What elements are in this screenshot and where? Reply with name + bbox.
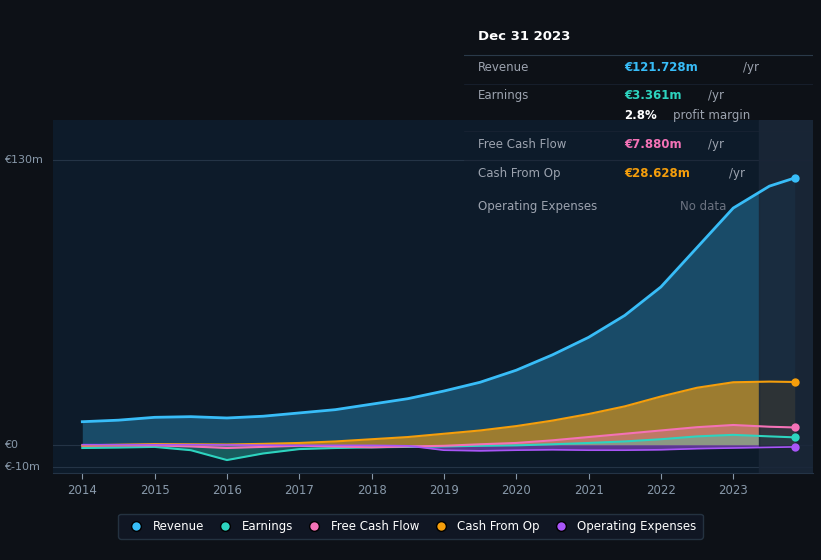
Text: €3.361m: €3.361m (624, 89, 682, 102)
Text: No data: No data (680, 200, 727, 213)
Text: €-10m: €-10m (4, 461, 40, 472)
Text: Revenue: Revenue (478, 60, 530, 74)
Text: /yr: /yr (708, 89, 724, 102)
Text: €0: €0 (4, 440, 18, 450)
Text: /yr: /yr (743, 60, 759, 74)
Text: €7.880m: €7.880m (624, 138, 682, 151)
Legend: Revenue, Earnings, Free Cash Flow, Cash From Op, Operating Expenses: Revenue, Earnings, Free Cash Flow, Cash … (118, 514, 703, 539)
Text: Free Cash Flow: Free Cash Flow (478, 138, 566, 151)
Text: /yr: /yr (729, 166, 745, 180)
Text: 2.8%: 2.8% (624, 109, 657, 123)
Text: Cash From Op: Cash From Op (478, 166, 560, 180)
Text: €130m: €130m (4, 155, 43, 165)
Text: Earnings: Earnings (478, 89, 530, 102)
Text: €121.728m: €121.728m (624, 60, 698, 74)
Text: Operating Expenses: Operating Expenses (478, 200, 597, 213)
Text: /yr: /yr (708, 138, 724, 151)
Text: profit margin: profit margin (673, 109, 750, 123)
Bar (759, 120, 813, 473)
Text: €28.628m: €28.628m (624, 166, 690, 180)
Text: Dec 31 2023: Dec 31 2023 (478, 30, 571, 44)
